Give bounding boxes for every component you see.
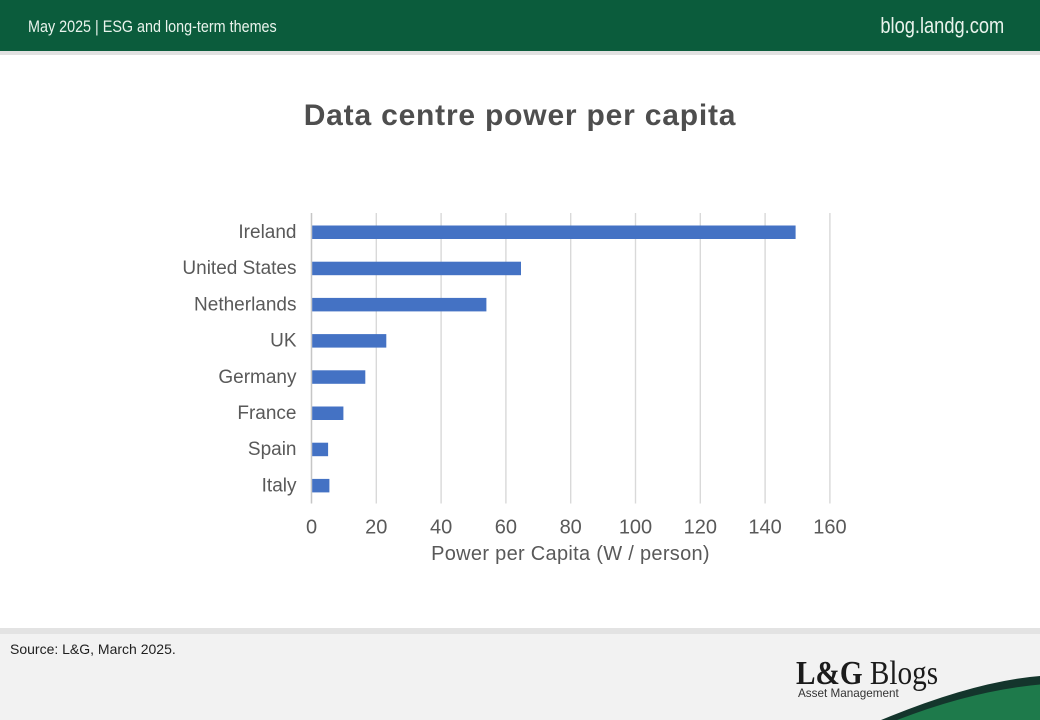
svg-text:Netherlands: Netherlands — [194, 294, 296, 315]
svg-text:0: 0 — [306, 516, 317, 538]
svg-text:160: 160 — [813, 516, 846, 538]
svg-text:United States: United States — [182, 258, 296, 279]
svg-text:Ireland: Ireland — [238, 222, 296, 243]
svg-text:140: 140 — [748, 516, 781, 538]
svg-text:20: 20 — [365, 516, 387, 538]
svg-text:Germany: Germany — [218, 367, 297, 388]
svg-text:100: 100 — [619, 516, 652, 538]
svg-text:40: 40 — [430, 516, 452, 538]
svg-text:Power per Capita (W / person): Power per Capita (W / person) — [431, 543, 710, 565]
svg-text:Spain: Spain — [248, 439, 297, 460]
svg-text:UK: UK — [270, 331, 297, 352]
svg-text:France: France — [237, 403, 296, 424]
svg-text:80: 80 — [560, 516, 582, 538]
svg-text:60: 60 — [495, 516, 517, 538]
svg-text:120: 120 — [684, 516, 717, 538]
svg-text:Italy: Italy — [262, 475, 297, 496]
